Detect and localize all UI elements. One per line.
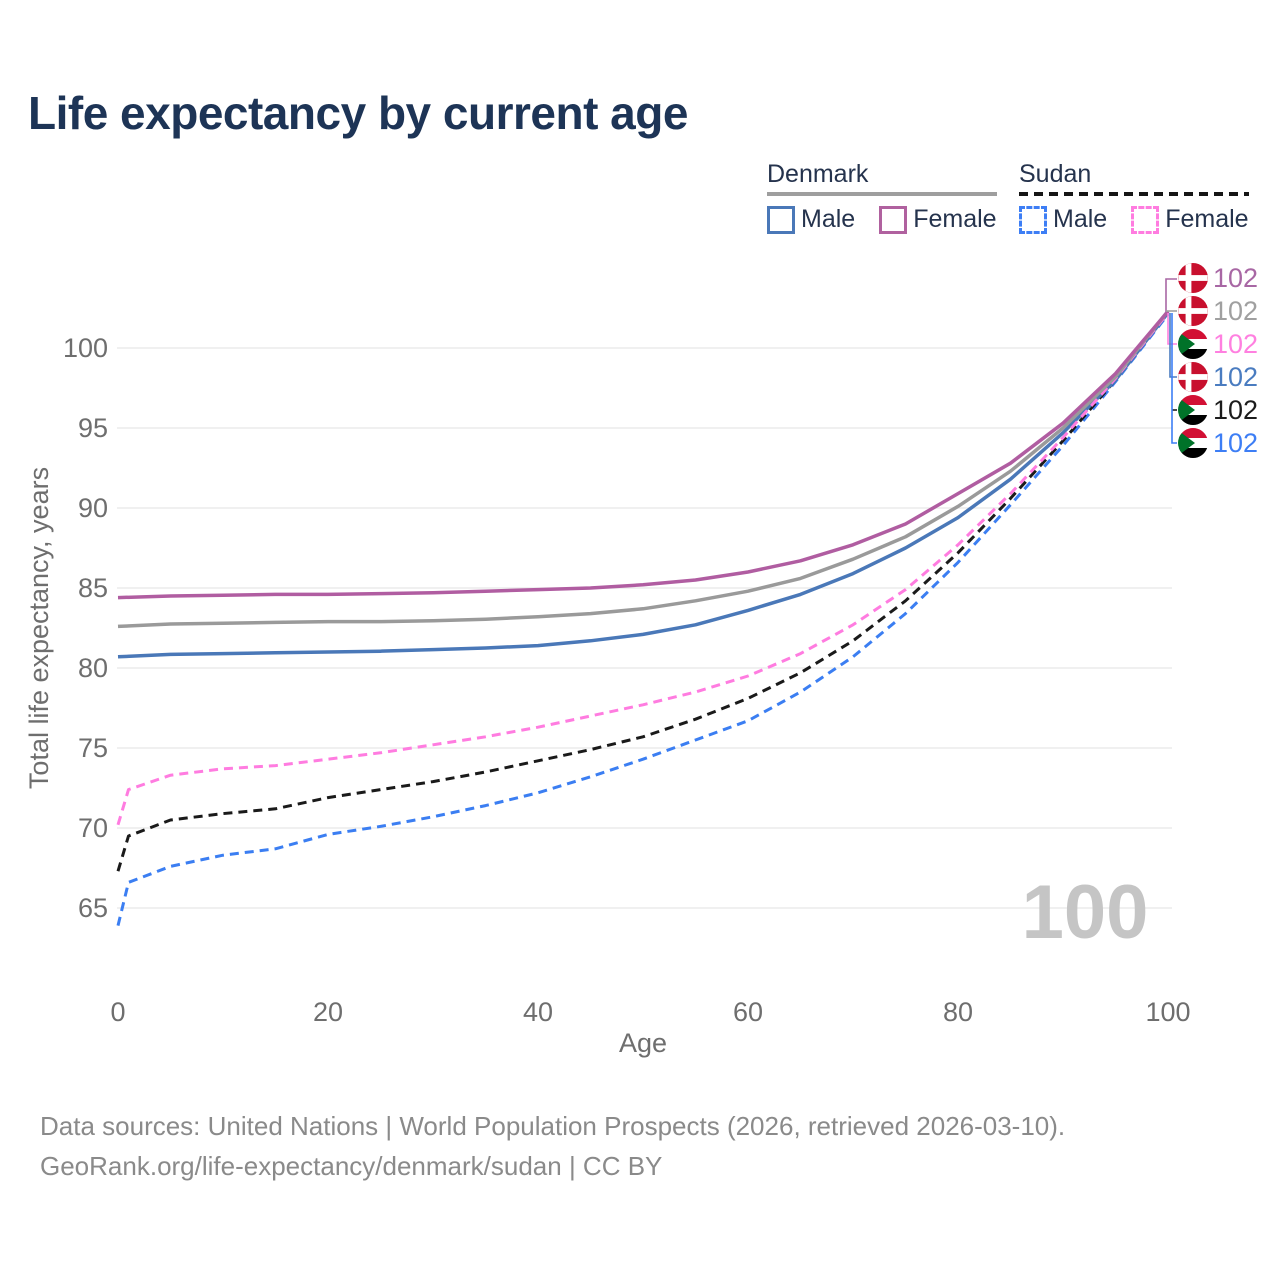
sudan-dashed-line-sample <box>1019 192 1249 196</box>
y-tick-label-85: 85 <box>78 573 108 603</box>
denmark-solid-line-sample <box>767 192 997 196</box>
y-tick-label-75: 75 <box>78 733 108 763</box>
end-label-denmark-both-sexes: 102 <box>1178 296 1258 326</box>
x-tick-label-20: 20 <box>313 997 343 1027</box>
y-tick-label-90: 90 <box>78 493 108 523</box>
end-label-value: 102 <box>1213 428 1258 458</box>
legend-item-sudan-female[interactable]: Female <box>1131 205 1249 234</box>
y-tick-label-70: 70 <box>78 813 108 843</box>
sudan-flag-icon <box>1178 428 1208 458</box>
legend-item-label: Male <box>1053 205 1108 233</box>
series-line-denmark-female[interactable] <box>117 310 1170 600</box>
x-tick-label-60: 60 <box>733 997 763 1027</box>
page-title: Life expectancy by current age <box>28 87 688 139</box>
denmark-flag-icon <box>1178 296 1208 326</box>
legend-item-label: Female <box>1165 205 1249 233</box>
footer: Data sources: United Nations | World Pop… <box>40 1106 1065 1186</box>
end-label-connector <box>1165 278 1177 312</box>
x-tick-label-80: 80 <box>943 997 973 1027</box>
legend-item-sudan-male[interactable]: Male <box>1019 205 1107 234</box>
denmark-flag-icon <box>1178 362 1208 392</box>
y-tick-label-100: 100 <box>63 333 108 363</box>
end-label-sudan-female: 102 <box>1178 329 1258 359</box>
footer-attribution: GeoRank.org/life-expectancy/denmark/suda… <box>40 1151 663 1181</box>
y-tick-label-95: 95 <box>78 413 108 443</box>
end-label-value: 102 <box>1213 263 1258 293</box>
legend: Denmark Male Female Sudan Male <box>0 160 1280 250</box>
series-line-denmark-both-sexes[interactable] <box>117 310 1170 629</box>
x-tick-label-40: 40 <box>523 997 553 1027</box>
end-label-value: 102 <box>1213 329 1258 359</box>
end-label-connector <box>1169 313 1177 378</box>
denmark-female-swatch-icon[interactable] <box>879 205 908 234</box>
legend-group-sudan: Sudan Male Female <box>1019 160 1249 234</box>
legend-group-denmark-label: Denmark <box>767 160 869 188</box>
series-line-sudan-female[interactable] <box>116 311 1170 826</box>
denmark-male-swatch-icon[interactable] <box>767 205 795 234</box>
y-tick-label-65: 65 <box>78 893 108 923</box>
legend-item-denmark-female[interactable]: Female <box>879 205 997 234</box>
end-label-connector <box>1167 313 1177 345</box>
end-label-value: 102 <box>1213 362 1258 392</box>
x-tick-label-0: 0 <box>110 997 125 1027</box>
series-line-sudan-male[interactable] <box>116 313 1170 926</box>
x-tick-label-100: 100 <box>1145 997 1190 1027</box>
denmark-flag-icon <box>1178 263 1208 293</box>
end-label-denmark-female: 102 <box>1178 263 1258 293</box>
sudan-female-swatch-icon[interactable] <box>1131 205 1160 234</box>
age-counter-watermark: 100 <box>1022 870 1149 955</box>
end-label-denmark-male: 102 <box>1178 362 1258 392</box>
x-axis-title: Age <box>619 1028 667 1058</box>
legend-group-denmark: Denmark Male Female <box>767 160 997 234</box>
end-label-sudan-male: 102 <box>1178 428 1258 458</box>
sudan-male-swatch-icon[interactable] <box>1019 205 1047 234</box>
end-label-value: 102 <box>1213 296 1258 326</box>
legend-item-label: Female <box>913 205 997 233</box>
end-label-connector <box>1171 313 1177 444</box>
series-line-denmark-male[interactable] <box>117 311 1170 659</box>
footer-data-sources: Data sources: United Nations | World Pop… <box>40 1111 1066 1141</box>
end-label-sudan-both-sexes: 102 <box>1178 395 1258 425</box>
sudan-flag-icon <box>1178 395 1208 425</box>
y-tick-label-80: 80 <box>78 653 108 683</box>
y-axis-title: Total life expectancy, years <box>24 467 54 789</box>
legend-item-label: Male <box>801 205 856 233</box>
legend-group-sudan-label: Sudan <box>1019 160 1092 188</box>
end-label-value: 102 <box>1213 395 1258 425</box>
legend-item-denmark-male[interactable]: Male <box>767 205 855 234</box>
sudan-flag-icon <box>1178 329 1208 359</box>
series-line-sudan-both-sexes[interactable] <box>116 311 1170 872</box>
